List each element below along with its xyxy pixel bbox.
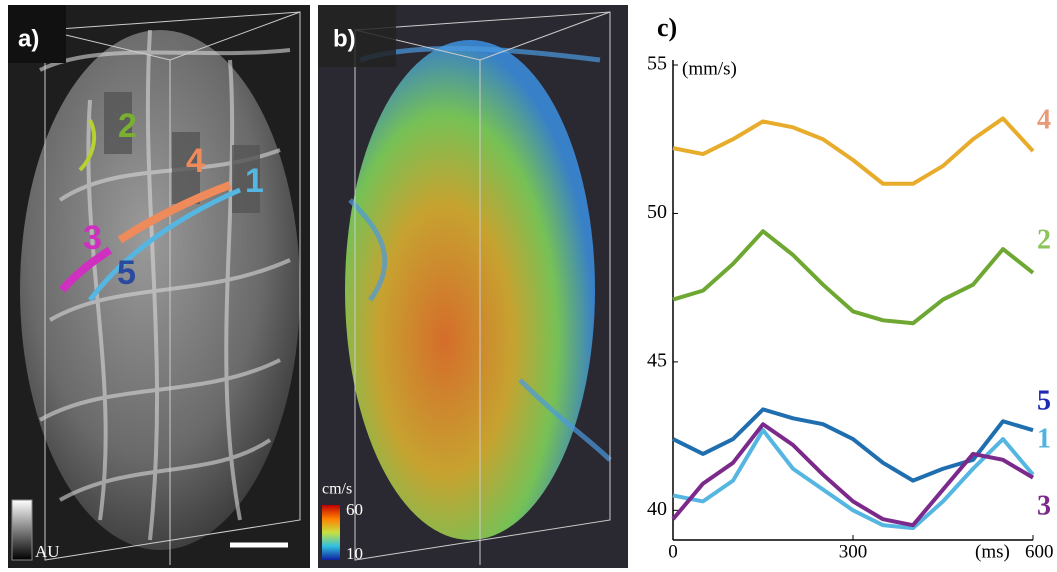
vessel-label: 3	[83, 219, 102, 257]
series-line	[673, 231, 1033, 323]
colorbar-label: cm/s	[322, 481, 352, 498]
colorbar-tick: 10	[346, 544, 363, 563]
panel-c: c) (mm/s) (ms) 40 45 50 55 0 300 600 4 2 5 1 3	[647, 13, 1054, 562]
series-line	[673, 409, 1033, 480]
panel-label: a)	[18, 25, 39, 52]
series-label: 1	[1037, 423, 1051, 454]
panel-label-box	[318, 5, 396, 67]
x-tick-label: 300	[839, 541, 868, 562]
figure: 1 2 3 4 5 a) AU b) cm/s 60 10 c) (mm/s) …	[0, 0, 1057, 572]
series-label: 5	[1037, 385, 1051, 416]
vessel-label: 4	[186, 142, 205, 180]
y-tick-label: 50	[647, 201, 667, 223]
y-tick-label: 40	[647, 498, 667, 520]
colorbar	[322, 505, 340, 560]
panel-b: b) cm/s 60 10	[318, 5, 628, 568]
panel-label: b)	[333, 25, 356, 52]
y-axis-label: (mm/s)	[682, 58, 737, 79]
x-tick-label: 600	[1025, 541, 1054, 562]
series-label: 2	[1037, 224, 1051, 255]
vessel-label: 1	[245, 162, 264, 200]
series-line	[673, 430, 1033, 528]
velocity-image	[345, 40, 595, 540]
colorbar-label: AU	[35, 542, 60, 561]
vessel-label: 5	[117, 254, 136, 292]
panel-label: c)	[657, 13, 677, 42]
vessel-label: 2	[118, 107, 137, 145]
panel-a: 1 2 3 4 5 a) AU	[8, 5, 310, 568]
x-axis-label: (ms)	[975, 541, 1010, 562]
y-tick-label: 45	[647, 349, 667, 371]
series-label: 3	[1037, 490, 1051, 521]
colorbar-tick: 60	[346, 500, 363, 519]
colorbar	[12, 500, 32, 560]
x-tick-label: 0	[668, 541, 678, 562]
y-tick-label: 55	[647, 53, 667, 75]
series-line	[673, 118, 1033, 183]
series-label: 4	[1037, 104, 1051, 135]
